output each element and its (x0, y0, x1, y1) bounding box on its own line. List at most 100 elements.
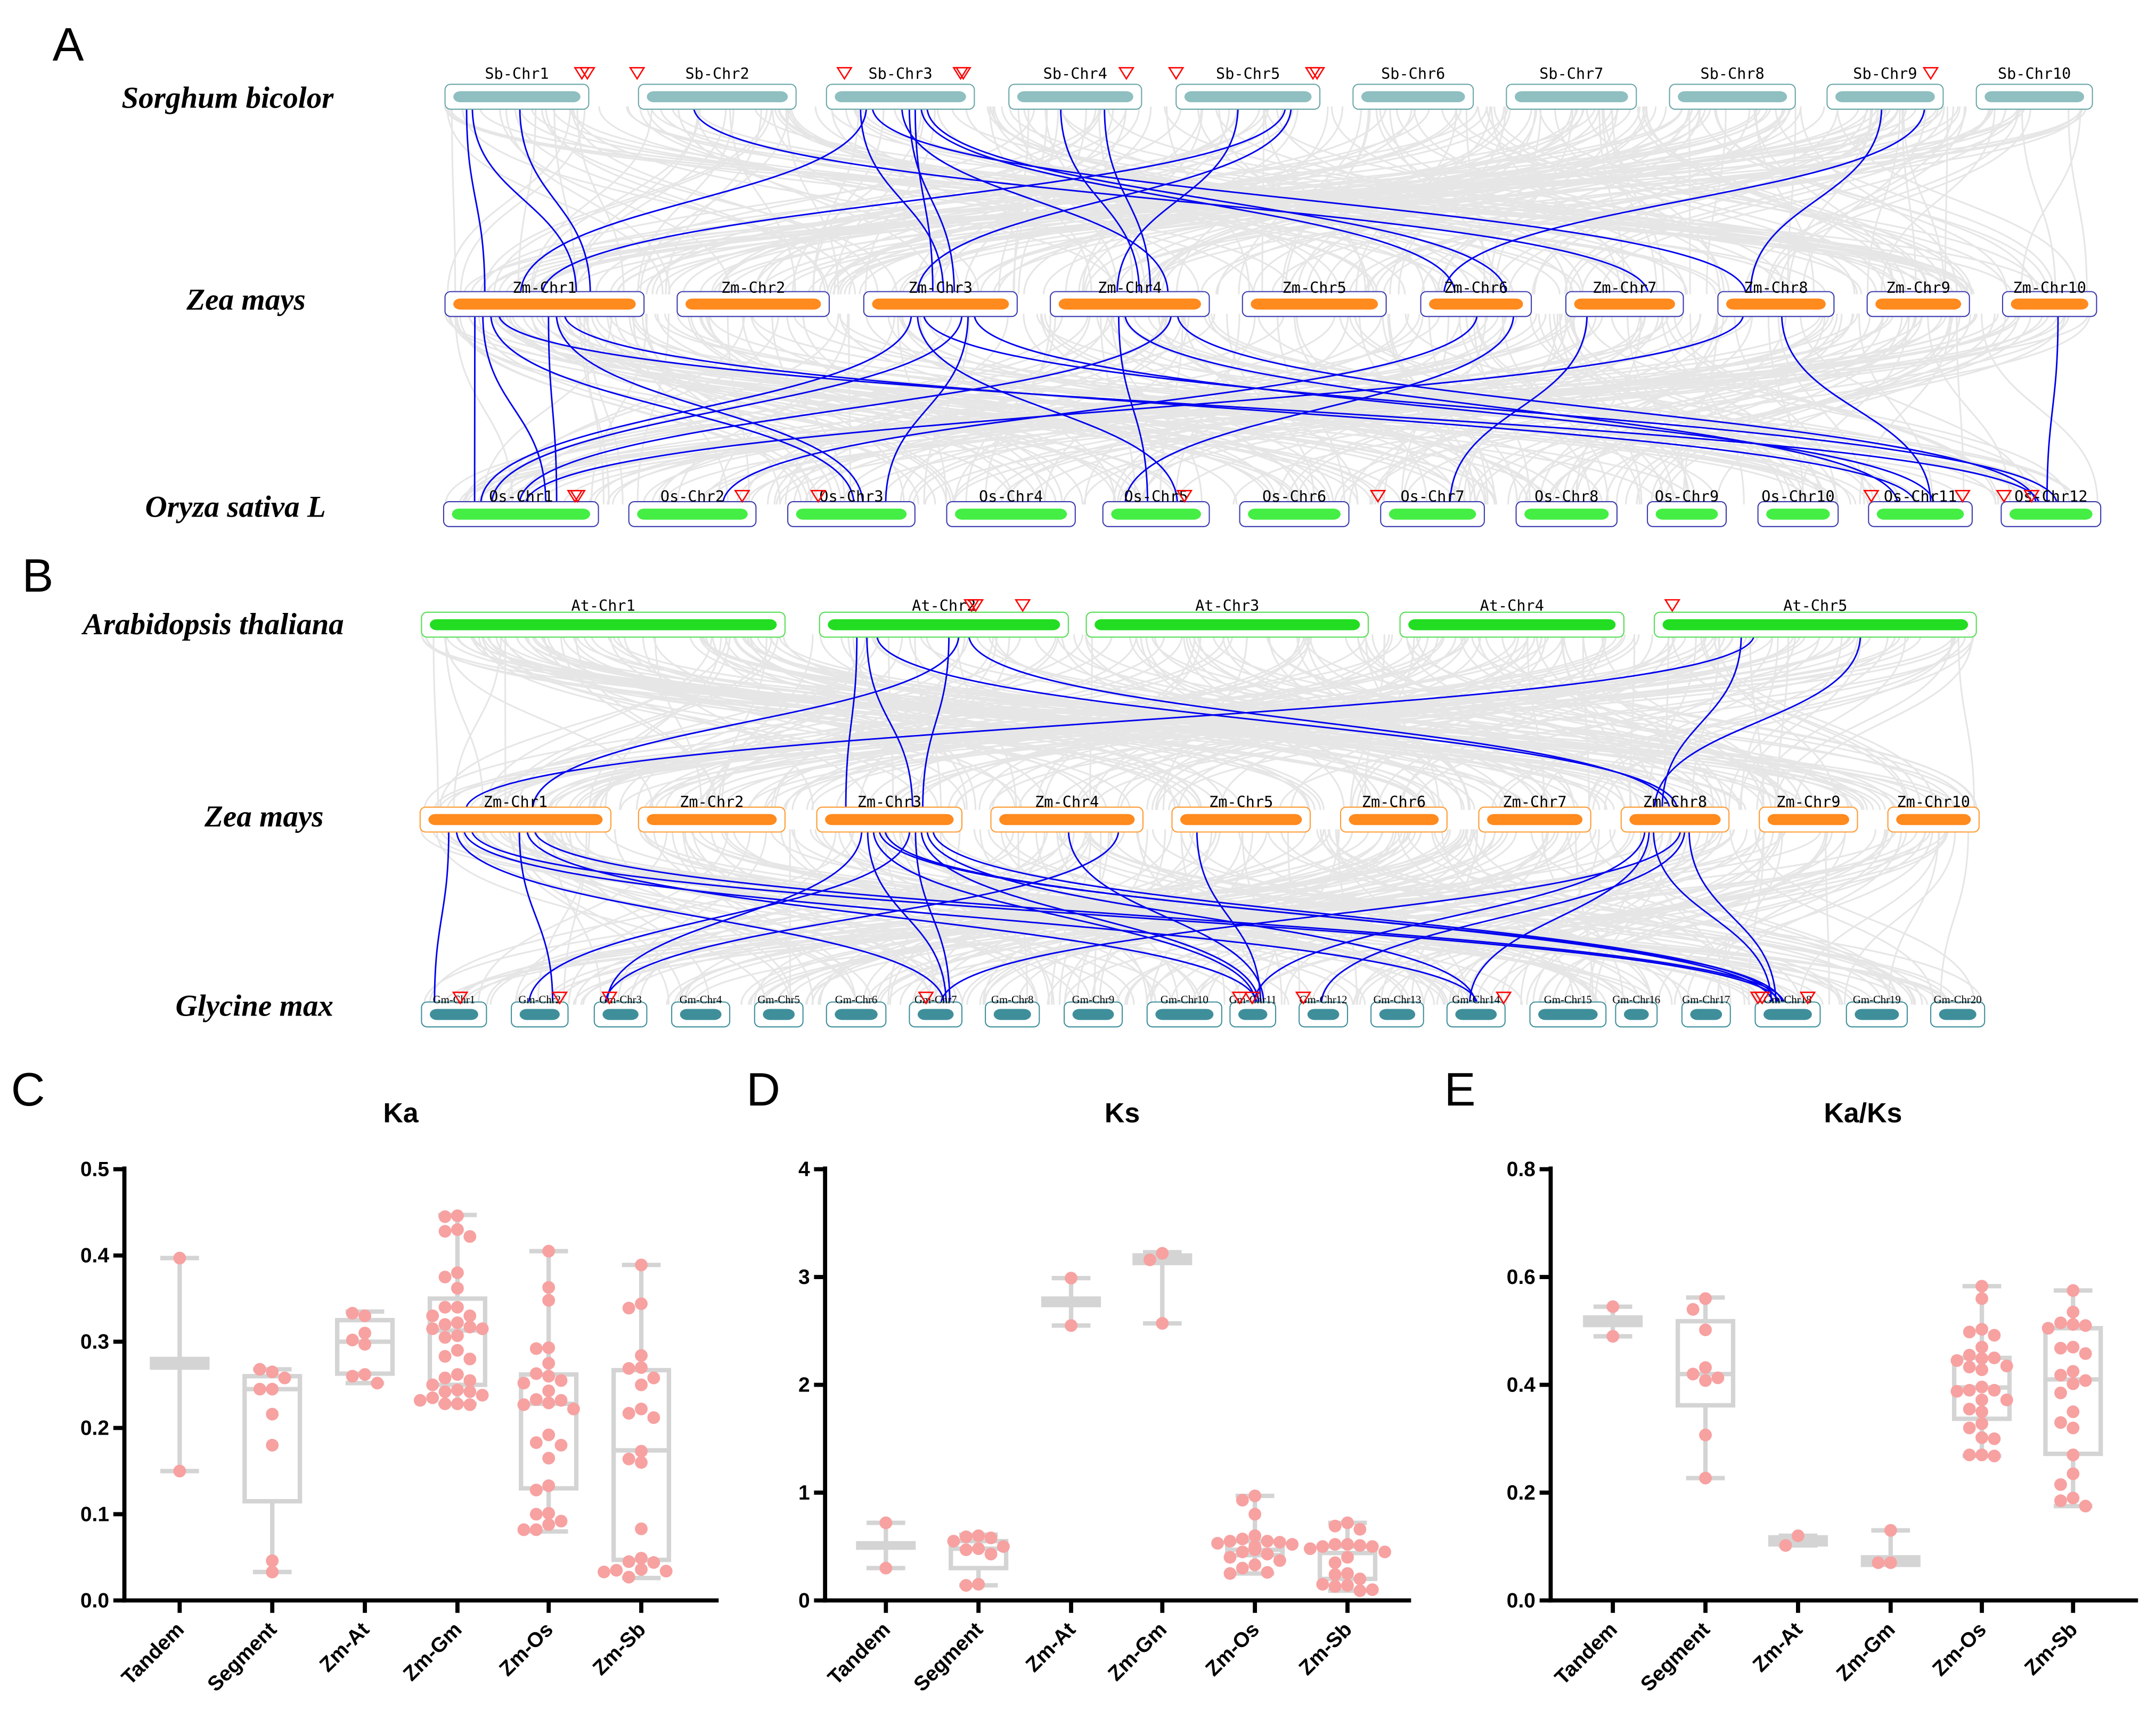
chromosome[interactable]: Zm-Chr5 (1242, 279, 1387, 317)
chromosome[interactable]: Zm-Chr2 (676, 279, 830, 317)
chromosome[interactable]: Gm-Chr4 (671, 994, 731, 1028)
chromosome[interactable]: Gm-Chr1 (421, 994, 487, 1028)
background-link (1473, 829, 1801, 1005)
chromosome[interactable]: At-Chr3 (1085, 597, 1369, 638)
chromosome[interactable]: Sb-Chr2 (638, 65, 797, 110)
chromosome[interactable]: Gm-Chr14 (1446, 994, 1506, 1028)
chromosome[interactable]: Sb-Chr4 (1008, 65, 1142, 110)
gene-markers (452, 599, 1816, 1005)
chromosome-label: Sb-Chr7 (1539, 65, 1603, 83)
panel-letter-b: B (22, 549, 54, 602)
data-point (1699, 1292, 1712, 1305)
chromosome[interactable]: Zm-Chr3 (816, 793, 963, 833)
chromosome-bar (993, 1009, 1031, 1020)
chromosome[interactable]: Gm-Chr6 (826, 994, 887, 1028)
chromosome[interactable]: Sb-Chr10 (1975, 65, 2093, 110)
chromosome[interactable]: Zm-Chr7 (1478, 793, 1591, 833)
data-point (622, 1407, 635, 1420)
chromosome[interactable]: Gm-Chr3 (593, 994, 648, 1028)
chromosome[interactable]: Zm-Chr3 (863, 279, 1018, 317)
chromosome[interactable]: Sb-Chr6 (1352, 65, 1474, 110)
chromosome[interactable]: Zm-Chr7 (1565, 279, 1684, 317)
chromosome[interactable]: Zm-Chr5 (1171, 793, 1311, 833)
chromosome[interactable]: Os-Chr11 (1868, 488, 1973, 527)
chromosome[interactable]: Gm-Chr13 (1370, 994, 1424, 1028)
chromosome[interactable]: Gm-Chr15 (1529, 994, 1607, 1028)
chromosome[interactable]: Zm-Chr4 (1050, 279, 1210, 317)
triangle-marker-icon (1231, 992, 1248, 1005)
chromosome[interactable]: Gm-Chr5 (754, 994, 804, 1028)
highlight-link (518, 314, 1172, 505)
box-segment (242, 1363, 303, 1578)
chromosome[interactable]: Gm-Chr9 (1064, 994, 1123, 1028)
box-iqr (1676, 1319, 1736, 1408)
chromosome[interactable]: Zm-Chr9 (1866, 279, 1970, 317)
chromosome[interactable]: Os-Chr10 (1757, 488, 1839, 527)
chromosome[interactable]: Gm-Chr19 (1845, 994, 1908, 1028)
species-label: Oryza sativa L (145, 490, 325, 524)
chromosome[interactable]: Os-Chr3 (787, 488, 916, 527)
chromosome[interactable]: Zm-Chr2 (638, 793, 786, 833)
chromosome[interactable]: At-Chr2 (819, 597, 1069, 638)
highlight-link (917, 106, 1292, 294)
data-point (1261, 1566, 1274, 1579)
data-point (1975, 1340, 1988, 1354)
chromosome[interactable]: Zm-Chr6 (1340, 793, 1448, 833)
chromosome[interactable]: Gm-Chr17 (1681, 994, 1731, 1028)
chromosome[interactable]: Os-Chr6 (1239, 488, 1350, 527)
chromosome[interactable]: Zm-Chr6 (1420, 279, 1532, 317)
chromosome[interactable]: Os-Chr8 (1515, 488, 1618, 527)
chromosome[interactable]: Gm-Chr20 (1930, 994, 1986, 1028)
chromosome[interactable]: Sb-Chr3 (826, 65, 975, 110)
chromosome[interactable]: Os-Chr1 (443, 488, 599, 527)
chromosome[interactable]: At-Chr5 (1654, 597, 1977, 638)
chromosome[interactable]: Gm-Chr10 (1146, 994, 1222, 1028)
background-link (478, 314, 819, 505)
chromosome[interactable]: At-Chr4 (1399, 597, 1625, 638)
chromosome[interactable]: Gm-Chr12 (1298, 994, 1349, 1028)
chromosome[interactable]: Zm-Chr4 (990, 793, 1144, 833)
data-point (463, 1398, 477, 1411)
background-link (445, 634, 1714, 810)
chromosome-label: Sb-Chr1 (485, 65, 549, 83)
chromosome[interactable]: Zm-Chr8 (1717, 279, 1835, 317)
chart-title: Ka/Ks (1824, 1097, 1902, 1128)
chart-title: Ks (1105, 1097, 1140, 1128)
chromosome[interactable]: Os-Chr4 (946, 488, 1076, 527)
data-point (622, 1452, 635, 1466)
chromosome[interactable]: Zm-Chr1 (419, 793, 611, 833)
chromosome-bar (1180, 814, 1302, 825)
chromosome[interactable]: Zm-Chr9 (1759, 793, 1858, 833)
chromosome[interactable]: Sb-Chr1 (444, 65, 590, 110)
chromosome[interactable]: Os-Chr2 (628, 488, 757, 527)
background-link (690, 314, 1116, 505)
chromosome[interactable]: Gm-Chr8 (985, 994, 1040, 1028)
chromosome[interactable]: At-Chr1 (421, 597, 786, 638)
chromosome-bar (1238, 1009, 1268, 1020)
background-link (690, 829, 1844, 1005)
data-point (947, 1535, 960, 1548)
chromosome[interactable]: Gm-Chr18 (1754, 994, 1821, 1028)
chromosome[interactable]: Sb-Chr7 (1506, 65, 1637, 110)
chromosome[interactable]: Gm-Chr16 (1612, 994, 1660, 1028)
chromosome[interactable]: Zm-Chr1 (444, 279, 645, 317)
chromosome-bar (1072, 1009, 1114, 1020)
data-point (1779, 1539, 1792, 1552)
chromosome[interactable]: Os-Chr9 (1647, 488, 1727, 527)
chromosome[interactable]: Sb-Chr5 (1175, 65, 1321, 110)
species-label: Sorghum bicolor (121, 81, 334, 114)
chromosome[interactable]: Os-Chr7 (1380, 488, 1485, 527)
data-point (517, 1377, 530, 1390)
chromosome[interactable]: Os-Chr12 (2000, 488, 2102, 527)
chromosome[interactable]: Sb-Chr9 (1826, 65, 1944, 110)
chromosome[interactable]: Gm-Chr2 (511, 994, 569, 1028)
chromosome[interactable]: Zm-Chr8 (1620, 793, 1730, 833)
data-point (1248, 1529, 1262, 1542)
chromosome[interactable]: Gm-Chr7 (909, 994, 963, 1028)
chromosome[interactable]: Gm-Chr11 (1229, 994, 1277, 1028)
chromosome[interactable]: Sb-Chr8 (1669, 65, 1796, 110)
chromosome[interactable]: Zm-Chr10 (2002, 279, 2097, 317)
data-point (2067, 1365, 2080, 1378)
chromosome-bar (1835, 91, 1935, 103)
chromosome[interactable]: Zm-Chr10 (1887, 793, 1980, 833)
